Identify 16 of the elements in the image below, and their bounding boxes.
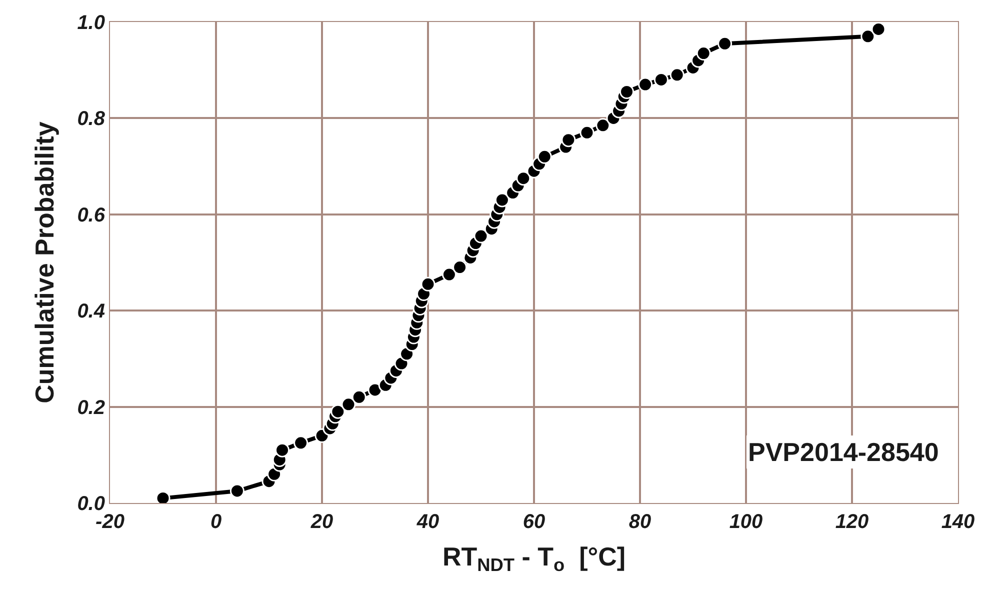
x-tick-label: 0 [210, 511, 222, 533]
y-tick-label: 0.8 [77, 108, 106, 130]
x-tick-label: 140 [941, 511, 975, 533]
x-axis-title: RT$_{NDT}$ - T$_{o}$ [°C] [442, 542, 626, 576]
y-axis-title: Cumulative Probability [30, 121, 60, 404]
x-tick-label: 40 [416, 511, 440, 533]
y-tick-label: 0.6 [77, 204, 106, 226]
y-tick-label: 0.4 [77, 300, 105, 323]
x-tick-label: 120 [835, 511, 869, 533]
x-tick-label: 20 [310, 511, 334, 533]
x-tick-label: 80 [628, 511, 652, 533]
x-tick-label: 100 [729, 511, 763, 533]
x-tick-label: 60 [522, 511, 546, 533]
annotation: PVP2014-28540 [748, 437, 939, 467]
y-tick-label: 0.2 [77, 396, 105, 419]
y-tick-label: 1.0 [77, 12, 105, 34]
